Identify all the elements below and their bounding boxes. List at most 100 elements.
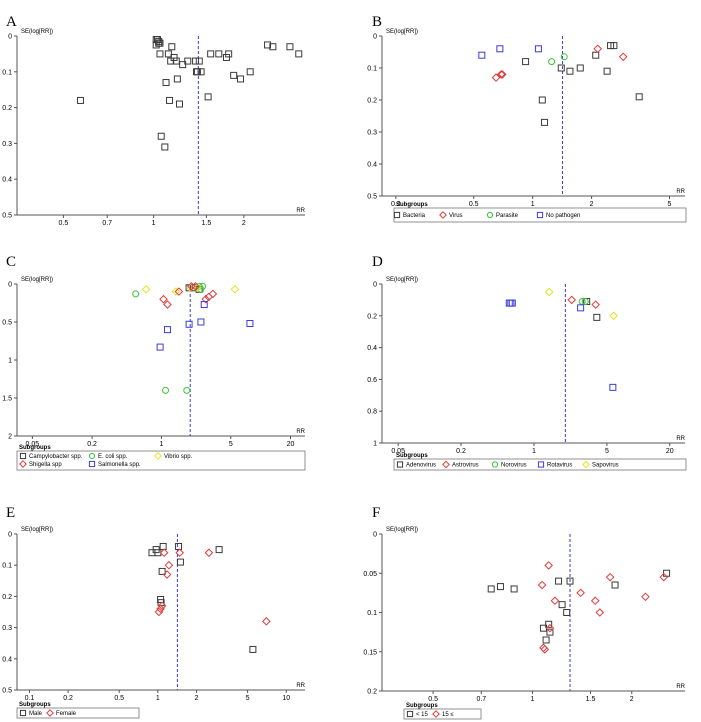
legend-marker (537, 461, 545, 468)
legend: Subgroups Bacteria Virus Parasite No pathoge… (393, 202, 687, 223)
data-point (496, 70, 506, 79)
legend-entry: 15 ≤ (442, 712, 454, 718)
x-tick-label: 0.1 (25, 695, 35, 702)
data-point (542, 636, 550, 644)
data-point (156, 39, 164, 47)
x-tick-label: 1 (532, 448, 536, 455)
x-tick-label: 5 (246, 695, 250, 702)
legend-marker (582, 460, 590, 469)
y-tick-label: 1 (8, 358, 12, 365)
y-tick-label: 0.2 (2, 594, 12, 601)
y-tick-label: 0.3 (2, 141, 12, 148)
data-point (557, 64, 565, 72)
data-point (581, 297, 589, 305)
x-tick-label: 1 (156, 695, 160, 702)
data-point (538, 96, 546, 104)
series-adenovirus (583, 297, 601, 321)
legend-entry: < 15 (416, 712, 429, 718)
y-tick-label: 0.2 (367, 313, 377, 320)
data-point (555, 577, 563, 585)
data-point (286, 43, 294, 51)
x-tick-label: 2 (195, 695, 199, 702)
x-tick-label: 20 (287, 441, 295, 448)
y-tick-label: 0.2 (367, 98, 377, 105)
y-tick-label: 0.1 (2, 69, 12, 76)
panel-label: B (372, 14, 382, 30)
series-parasite (548, 53, 568, 66)
y-tick-label: 1.5 (2, 396, 12, 403)
legend-entry: Vibrio spp. (164, 454, 193, 460)
y-axis-label: SE(log[RR]) (21, 29, 53, 35)
panel-label: D (372, 254, 383, 270)
data-point (487, 585, 495, 593)
data-point (230, 285, 240, 294)
legend-entry: Shigella spp (29, 462, 62, 468)
data-point (491, 73, 501, 82)
legend: Subgroups Adenovirus Astrovirus Norovirus Ro… (393, 453, 687, 471)
x-tick-label: 0.7 (476, 696, 486, 703)
x-tick-label: 0.2 (456, 448, 466, 455)
legend-title: Subgroups (396, 202, 428, 208)
x-axis-label: RR (296, 683, 305, 689)
legend-box (403, 708, 482, 720)
legend-entry: Virus (449, 213, 463, 219)
data-point (496, 45, 504, 53)
legend-marker (154, 452, 162, 460)
legend-marker (88, 452, 96, 460)
x-tick-label: 1 (159, 441, 163, 448)
panel-label: E (6, 505, 15, 521)
legend: Subgroups < 15 15 ≤ (403, 703, 482, 720)
data-point (156, 604, 165, 614)
y-tick-label: 0.4 (2, 177, 12, 184)
data-point (154, 607, 164, 617)
y-tick-label: 0.4 (367, 345, 377, 352)
x-tick-label: 0.05 (391, 448, 405, 455)
data-point (566, 577, 574, 585)
series-female (154, 548, 271, 626)
series-male (148, 542, 257, 653)
legend-box (393, 458, 687, 471)
data-point (548, 58, 556, 66)
legend-entry: Norovirus (501, 463, 527, 469)
data-point (163, 300, 172, 309)
data-point (507, 299, 515, 307)
data-point (611, 581, 619, 589)
y-tick-label: 0.5 (2, 320, 12, 327)
x-axis-label: RR (296, 429, 305, 435)
legend-entry: Female (56, 711, 77, 717)
data-point (546, 628, 554, 636)
x-tick-label: 1.5 (202, 220, 212, 227)
x-axis-label: RR (676, 684, 685, 690)
data-point (544, 287, 554, 297)
series-studies (76, 36, 303, 151)
legend-marker (432, 710, 440, 718)
x-tick-label: 5 (229, 441, 233, 448)
data-point (534, 45, 542, 53)
series-salmonella-spp- (156, 301, 254, 351)
data-point (635, 93, 643, 101)
x-tick-label: 1.5 (586, 696, 596, 703)
data-point (563, 609, 571, 616)
x-tick-label: 0.05 (26, 441, 40, 448)
data-point (208, 289, 218, 299)
x-axis-label: RR (676, 189, 685, 195)
series-e-coli-spp- (132, 282, 207, 394)
legend-marker (393, 211, 401, 219)
data-point (230, 71, 238, 79)
y-tick-label: 0.4 (2, 656, 12, 663)
data-point (560, 53, 568, 61)
data-point (264, 41, 272, 49)
x-tick-label: 0.5 (59, 220, 69, 227)
y-tick-label: 0 (8, 34, 12, 41)
y-tick-label: 0.2 (367, 689, 377, 696)
data-point (663, 569, 671, 577)
data-point (173, 75, 181, 83)
legend-title: Subgroups (396, 453, 428, 459)
data-point (566, 67, 574, 75)
data-point (593, 313, 601, 321)
y-tick-label: 1 (373, 441, 377, 448)
legend-box (16, 707, 140, 719)
data-point (191, 281, 200, 291)
